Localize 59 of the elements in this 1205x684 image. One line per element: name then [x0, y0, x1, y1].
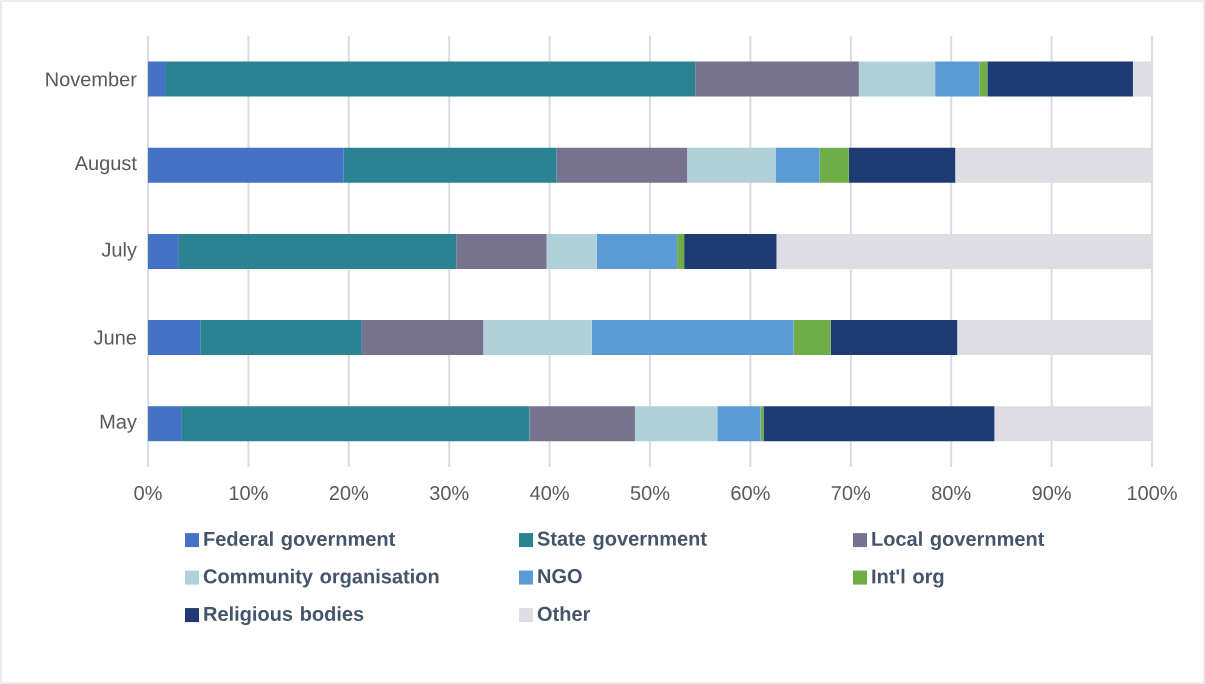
bar	[979, 61, 988, 97]
bar	[819, 147, 849, 183]
bar	[793, 320, 831, 356]
bar	[343, 147, 557, 183]
bar	[148, 320, 201, 356]
bar	[687, 147, 776, 183]
legend-label: Other	[537, 606, 591, 621]
x-tick-label: 100%	[1127, 485, 1177, 501]
bar	[456, 233, 547, 269]
legend-label: Religious bodies	[204, 606, 364, 626]
x-tick-label: 30%	[429, 485, 469, 501]
bar	[148, 61, 166, 97]
bar	[775, 147, 820, 183]
y-tick-label: June	[93, 330, 137, 345]
legend-label: Community organisation	[203, 568, 439, 588]
y-tick-label: May	[100, 414, 137, 433]
legend-label: State government	[537, 531, 707, 550]
bar	[858, 61, 936, 97]
x-tick-label: 90%	[1032, 485, 1071, 501]
x-tick-label: 70%	[831, 485, 871, 501]
y-tick-label: August	[74, 156, 137, 175]
bar	[546, 233, 597, 269]
bar	[200, 320, 362, 356]
x-tick-label: 10%	[229, 485, 268, 501]
bar	[361, 320, 484, 356]
x-tick-label: 80%	[932, 485, 971, 501]
bar	[684, 233, 777, 269]
bar	[529, 406, 635, 442]
bar	[556, 147, 688, 183]
legend-label: Int'l org	[872, 568, 944, 588]
bar	[165, 61, 696, 97]
bar	[634, 406, 718, 442]
bar	[760, 406, 764, 442]
legend-label: NGO	[538, 569, 582, 584]
bar	[695, 61, 859, 97]
x-tick-label: 50%	[630, 485, 670, 501]
bar	[148, 147, 344, 183]
bar	[483, 320, 592, 356]
y-tick-label: November	[46, 71, 137, 87]
bar	[677, 233, 685, 269]
x-tick-label: 0%	[134, 485, 162, 501]
bar	[591, 320, 794, 356]
bar	[848, 147, 956, 183]
bar	[763, 406, 995, 442]
bar	[596, 233, 678, 269]
bar	[987, 61, 1133, 97]
legend-label: Federal government	[204, 531, 396, 551]
x-tick-label: 60%	[731, 485, 770, 501]
bar	[178, 233, 457, 269]
bar	[717, 406, 761, 442]
bar	[181, 406, 530, 442]
legend-label: Local government	[872, 531, 1045, 551]
y-tick-label: July	[101, 242, 137, 261]
x-tick-label: 20%	[329, 485, 369, 501]
bar	[148, 233, 179, 269]
bar	[935, 61, 980, 97]
bar	[830, 320, 958, 356]
bar	[148, 406, 182, 442]
x-tick-label: 40%	[530, 485, 569, 501]
